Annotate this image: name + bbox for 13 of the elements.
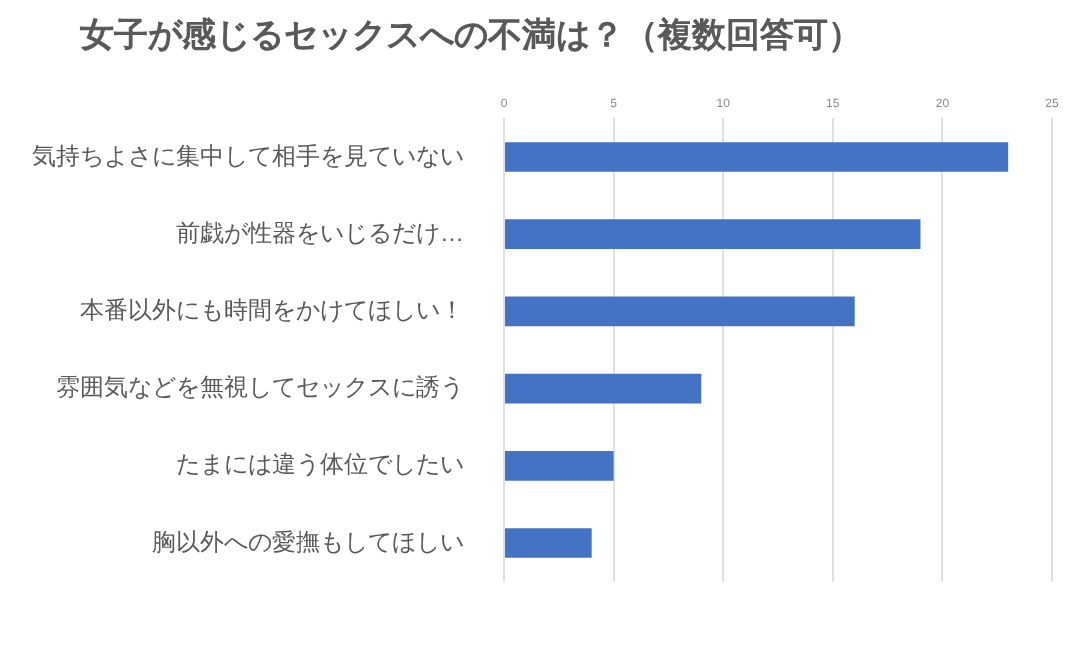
chart-title: 女子が感じるセックスへの不満は？（複数回答可） xyxy=(80,14,862,58)
bar xyxy=(505,450,614,481)
bar xyxy=(505,219,921,250)
bar xyxy=(505,373,702,404)
y-tick-label: 雰囲気などを無視してセックスに誘う xyxy=(56,373,464,402)
y-tick-label: 胸以外への愛撫もしてほしい xyxy=(152,527,464,556)
y-tick-label: 本番以外にも時間をかけてほしい！ xyxy=(80,296,464,325)
y-tick-label: たまには違う体位でしたい xyxy=(176,450,464,479)
bar xyxy=(505,142,1009,172)
y-tick-label: 前戯が性器をいじるだけ… xyxy=(176,218,464,247)
bar xyxy=(505,296,855,327)
bar xyxy=(505,528,592,558)
y-tick-label: 気持ちよさに集中して相手を見ていない xyxy=(32,141,464,170)
